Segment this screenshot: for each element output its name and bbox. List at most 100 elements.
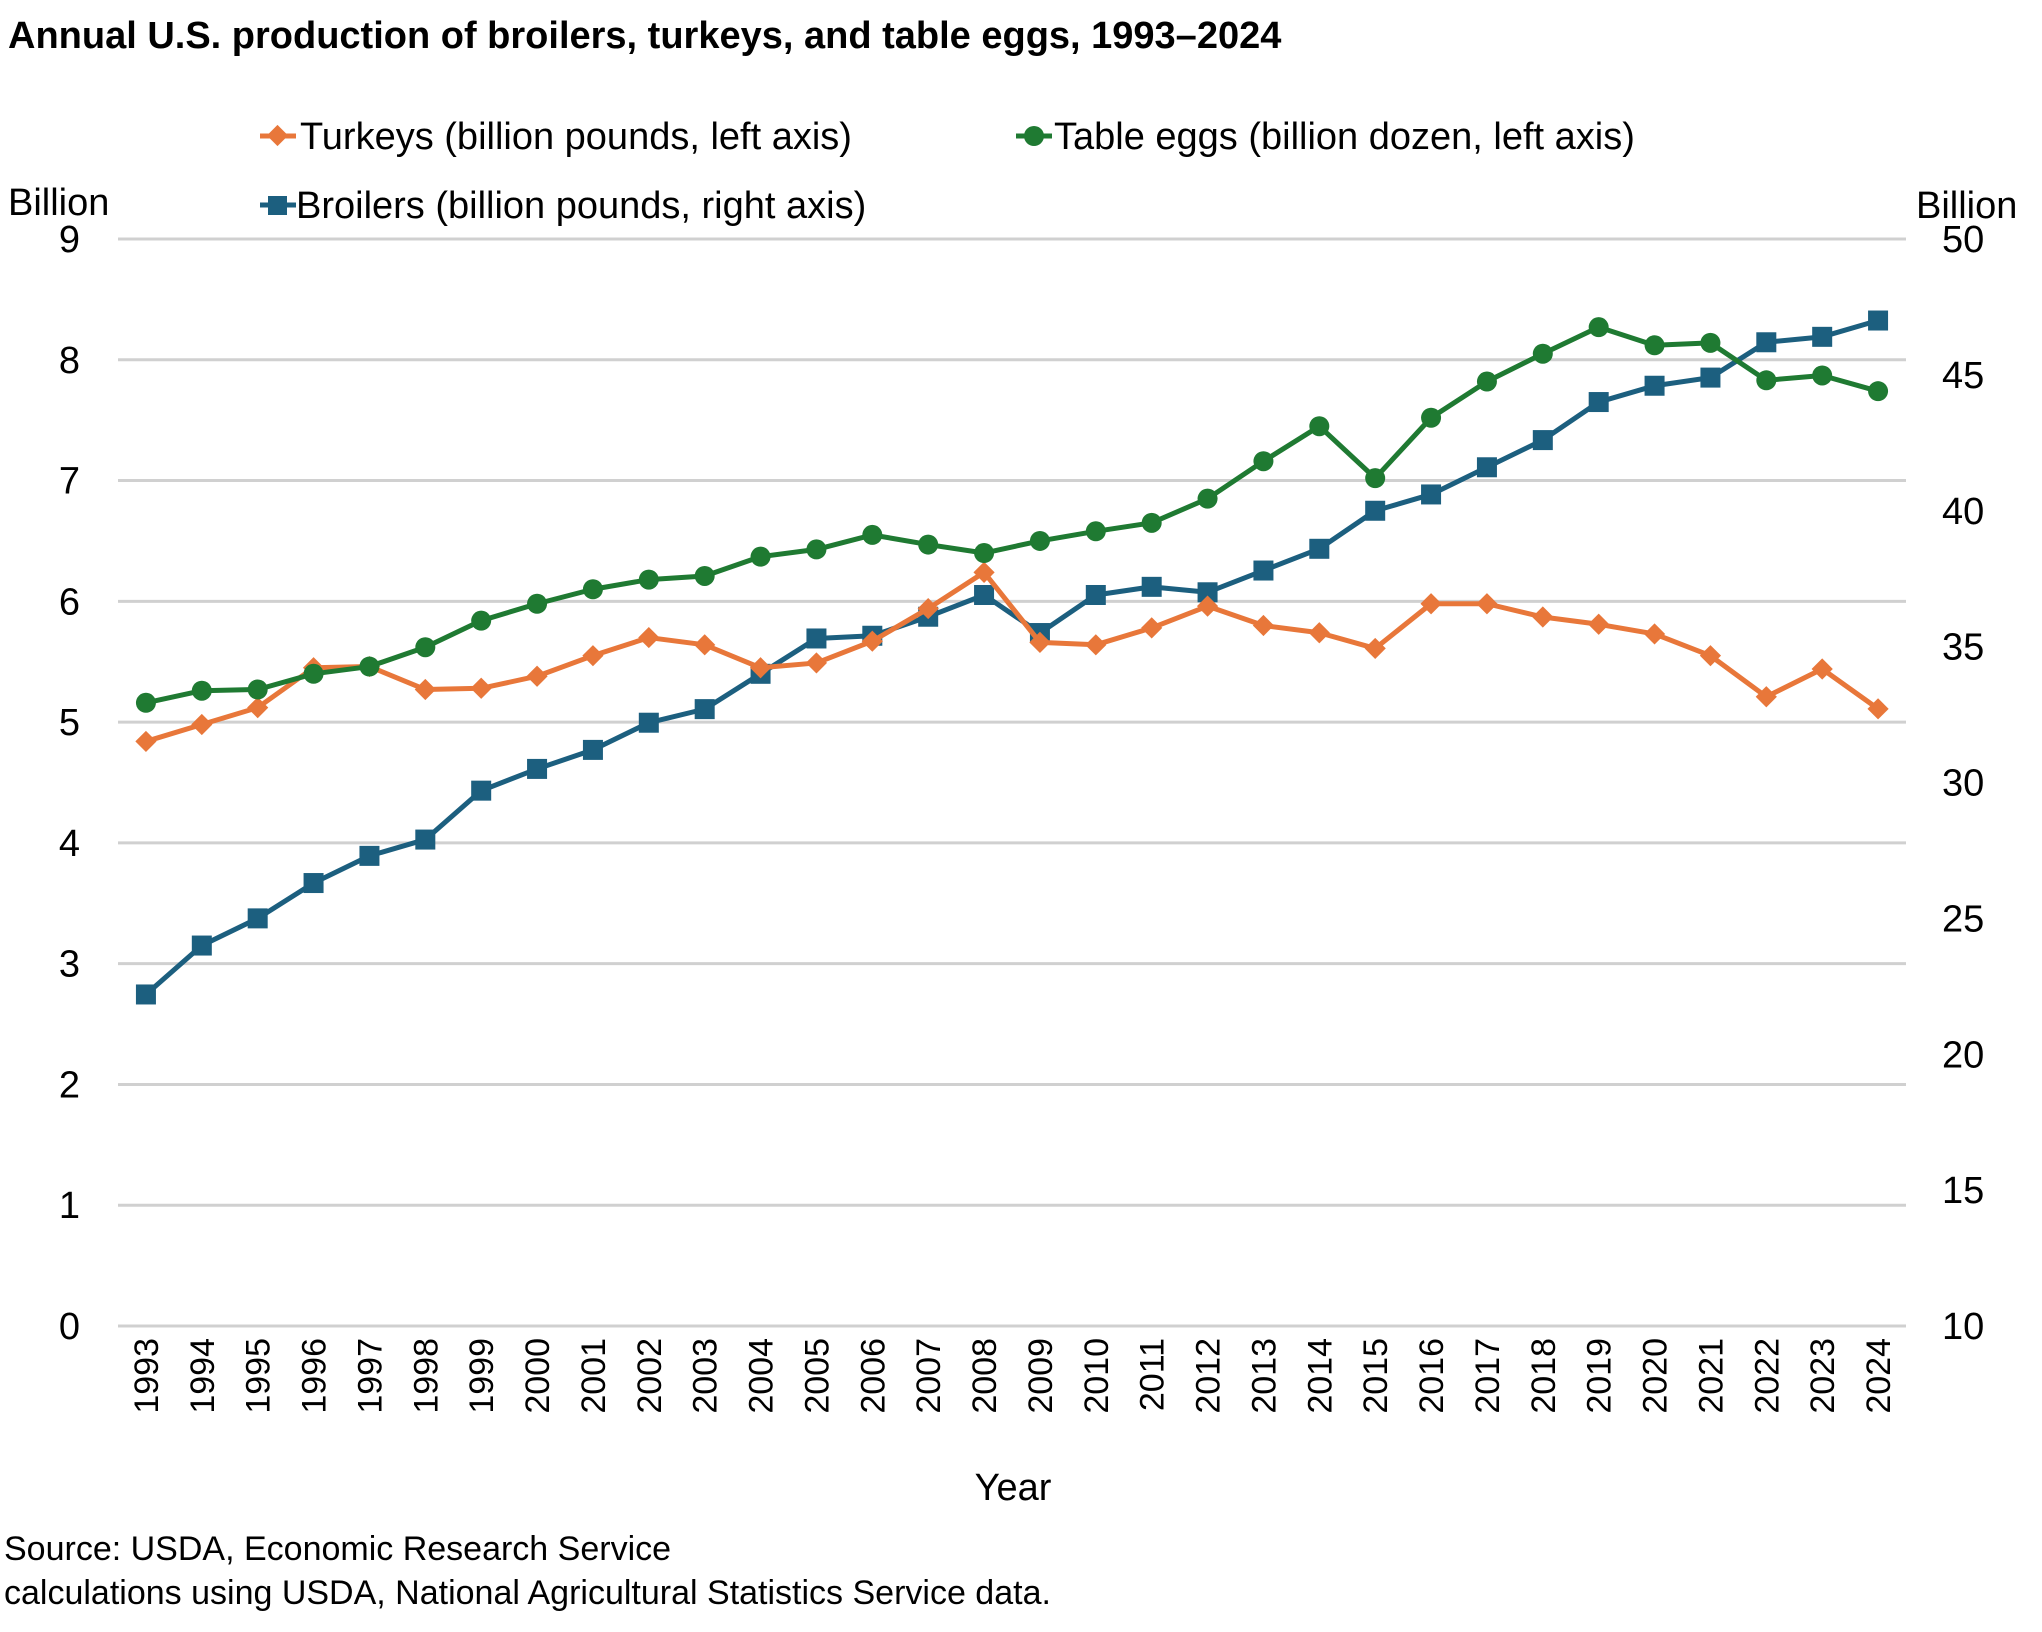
left-tick-label: 6: [59, 581, 80, 623]
right-tick-label: 35: [1942, 627, 1984, 669]
left-tick-label: 8: [59, 340, 80, 382]
x-axis-ticks: 1993 1994 1995 1996 1997 1998 1999 2000 2001 2002…: [128, 1338, 1898, 1414]
x-tick-label: 2000: [519, 1338, 557, 1414]
data-point: [526, 665, 548, 687]
data-point: [1868, 310, 1889, 331]
left-tick-label: 1: [59, 1185, 80, 1227]
x-tick-label: 2014: [1301, 1338, 1339, 1414]
left-axis-ticks: 0 1 2 3 4 5 6 7 8 9: [59, 219, 80, 1348]
legend-item-table-eggs: Table eggs (billion dozen, left axis): [1016, 116, 1635, 158]
data-point: [414, 678, 436, 701]
data-point: [582, 739, 603, 760]
right-axis-ticks: 10 15 20 25 30 35 40 45 50: [1942, 219, 1984, 1348]
data-point: [1309, 538, 1330, 559]
x-tick-label: 2004: [743, 1338, 781, 1414]
data-point: [1532, 430, 1553, 451]
data-point: [1756, 370, 1777, 391]
source-line-1: Source: USDA, Economic Research Service: [4, 1530, 671, 1568]
x-tick-label: 2020: [1637, 1338, 1675, 1414]
data-point: [918, 534, 939, 555]
x-tick-label: 2003: [687, 1338, 725, 1414]
data-point: [359, 845, 380, 866]
data-point: [694, 634, 716, 656]
x-axis-label: Year: [975, 1467, 1052, 1509]
x-tick-label: 1994: [184, 1338, 222, 1414]
data-point: [805, 652, 828, 674]
gridlines: [118, 237, 1906, 1328]
data-point: [1755, 686, 1777, 708]
legend: Turkeys (billion pounds, left axis) Tabl…: [260, 116, 1635, 227]
legend-marker-table-eggs: [1024, 126, 1044, 146]
left-tick-label: 4: [59, 823, 80, 865]
legend-label-table-eggs: Table eggs (billion dozen, left axis): [1054, 116, 1635, 158]
x-tick-label: 2005: [798, 1338, 836, 1414]
data-point: [974, 584, 995, 605]
data-point: [1252, 614, 1275, 637]
data-point: [1532, 343, 1553, 364]
data-point: [1141, 512, 1162, 533]
data-point: [1421, 407, 1442, 428]
left-tick-label: 9: [59, 219, 80, 261]
data-point: [582, 645, 604, 667]
data-point: [527, 593, 548, 614]
data-point: [1085, 634, 1107, 656]
right-axis-unit: Billion: [1916, 185, 2017, 227]
x-tick-label: 2018: [1525, 1338, 1563, 1414]
data-point: [191, 680, 212, 701]
data-point: [1644, 335, 1665, 356]
x-tick-label: 2016: [1413, 1338, 1451, 1414]
data-point: [1085, 521, 1106, 542]
data-point: [1643, 623, 1666, 645]
data-point: [750, 546, 771, 567]
legend-marker-broilers: [268, 196, 287, 215]
x-tick-label: 2023: [1804, 1338, 1842, 1414]
data-point: [1588, 317, 1609, 338]
data-point: [135, 984, 156, 1005]
data-point: [638, 626, 660, 649]
data-point: [1196, 595, 1219, 617]
data-point: [135, 730, 157, 753]
x-tick-label: 1997: [351, 1338, 389, 1414]
right-tick-label: 20: [1942, 1034, 1984, 1076]
right-tick-label: 25: [1942, 898, 1984, 940]
data-point: [527, 758, 548, 779]
data-point: [974, 543, 995, 564]
x-tick-label: 1998: [407, 1338, 445, 1414]
data-point: [638, 569, 659, 590]
data-point: [1811, 658, 1833, 680]
data-point: [1141, 617, 1163, 639]
x-tick-label: 2021: [1692, 1338, 1730, 1414]
data-point: [1812, 326, 1833, 347]
legend-item-broilers: Broilers (billion pounds, right axis): [260, 185, 866, 227]
data-point: [749, 657, 772, 679]
legend-label-turkeys: Turkeys (billion pounds, left axis): [300, 116, 852, 158]
data-point: [1868, 381, 1889, 402]
data-point: [1365, 468, 1386, 489]
data-point: [1532, 606, 1554, 628]
data-point: [303, 663, 324, 684]
chart-title: Annual U.S. production of broilers, turk…: [8, 15, 1281, 57]
data-point: [638, 712, 659, 733]
data-point: [1867, 698, 1889, 720]
x-tick-label: 2012: [1190, 1338, 1228, 1414]
data-point: [1364, 637, 1386, 660]
data-point: [1197, 488, 1218, 509]
x-tick-label: 2024: [1860, 1338, 1898, 1414]
x-tick-label: 2006: [854, 1338, 892, 1414]
left-tick-label: 7: [59, 461, 80, 503]
x-tick-label: 1993: [128, 1338, 166, 1414]
data-point: [1700, 332, 1721, 353]
x-tick-label: 2017: [1469, 1338, 1507, 1414]
data-point: [1756, 332, 1777, 353]
data-point: [1420, 593, 1442, 615]
x-tick-label: 2011: [1134, 1338, 1172, 1411]
data-point: [973, 561, 995, 583]
data-point: [1699, 645, 1722, 667]
x-tick-label: 2002: [631, 1338, 669, 1414]
data-point: [1476, 371, 1497, 392]
data-point: [1812, 365, 1833, 386]
x-tick-label: 1999: [463, 1338, 501, 1414]
data-point: [1588, 613, 1610, 635]
data-point: [1308, 622, 1330, 644]
data-point: [359, 656, 380, 677]
